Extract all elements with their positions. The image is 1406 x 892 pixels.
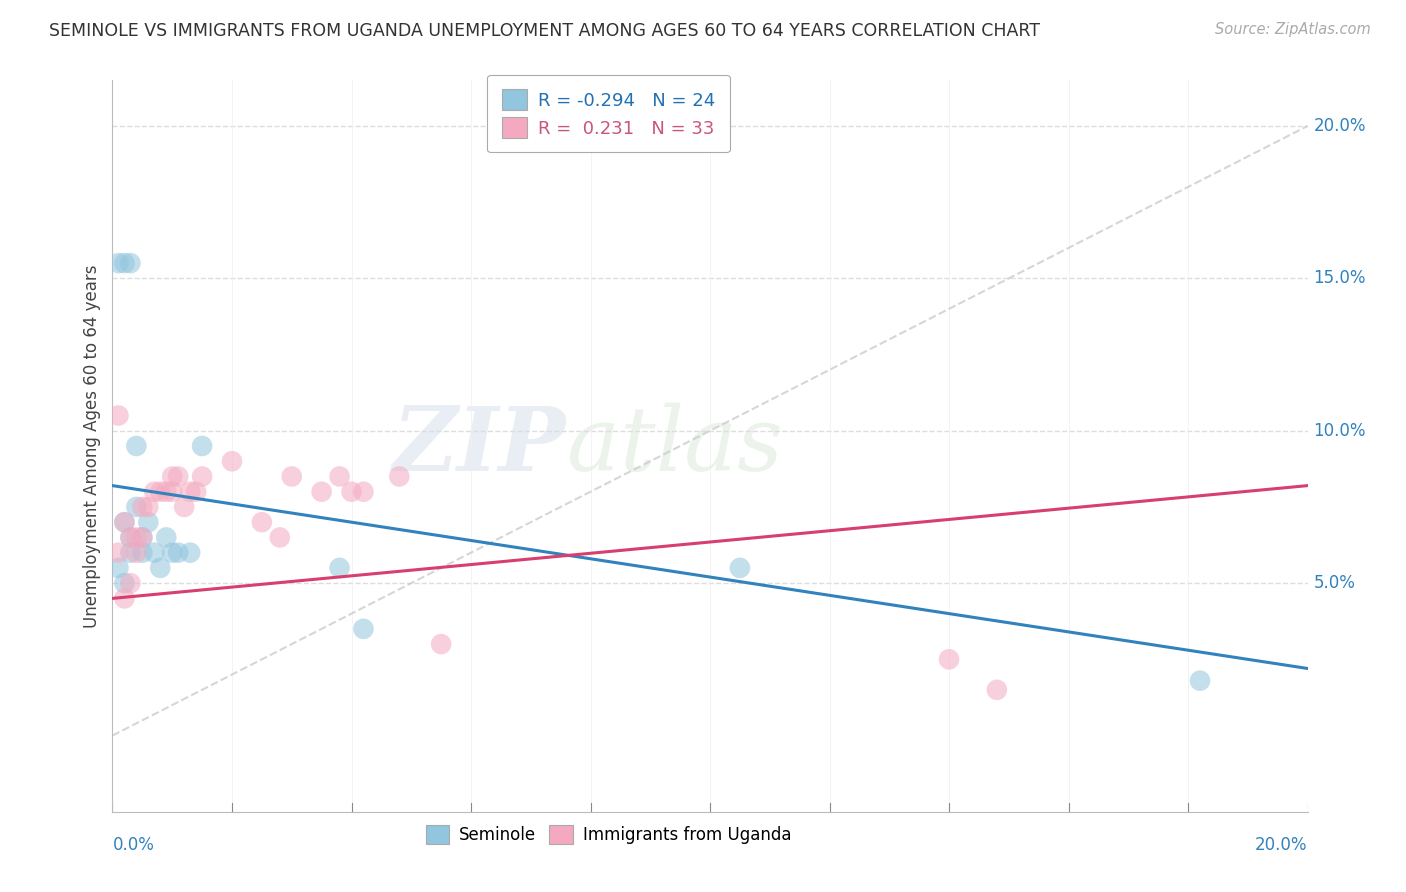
Point — [167, 546, 190, 560]
Point — [107, 409, 129, 423]
Point — [353, 622, 375, 636]
Point — [162, 484, 183, 499]
Point — [1189, 673, 1212, 688]
Point — [191, 469, 214, 483]
Point — [430, 637, 453, 651]
Point — [186, 484, 208, 499]
Point — [120, 256, 142, 270]
Point — [155, 530, 177, 544]
Text: SEMINOLE VS IMMIGRANTS FROM UGANDA UNEMPLOYMENT AMONG AGES 60 TO 64 YEARS CORREL: SEMINOLE VS IMMIGRANTS FROM UGANDA UNEMP… — [49, 22, 1040, 40]
Point — [131, 500, 153, 514]
Point — [120, 576, 142, 591]
Text: Source: ZipAtlas.com: Source: ZipAtlas.com — [1215, 22, 1371, 37]
Point — [167, 469, 190, 483]
Point — [114, 591, 135, 606]
Point — [728, 561, 751, 575]
Point — [120, 530, 142, 544]
Point — [329, 469, 352, 483]
Text: ZIP: ZIP — [394, 403, 567, 489]
Point — [340, 484, 363, 499]
Text: atlas: atlas — [567, 402, 782, 490]
Point — [986, 682, 1008, 697]
Point — [125, 530, 148, 544]
Point — [120, 530, 142, 544]
Point — [938, 652, 960, 666]
Point — [114, 515, 135, 529]
Point — [107, 546, 129, 560]
Point — [114, 576, 135, 591]
Point — [191, 439, 214, 453]
Point — [114, 256, 135, 270]
Point — [149, 484, 172, 499]
Point — [269, 530, 291, 544]
Point — [120, 546, 142, 560]
Point — [353, 484, 375, 499]
Point — [131, 530, 153, 544]
Text: 0.0%: 0.0% — [112, 836, 155, 855]
Point — [107, 561, 129, 575]
Point — [250, 515, 273, 529]
Point — [388, 469, 411, 483]
Point — [125, 546, 148, 560]
Point — [125, 439, 148, 453]
Legend: Seminole, Immigrants from Uganda: Seminole, Immigrants from Uganda — [419, 818, 799, 851]
Point — [329, 561, 352, 575]
Point — [143, 484, 166, 499]
Y-axis label: Unemployment Among Ages 60 to 64 years: Unemployment Among Ages 60 to 64 years — [83, 264, 101, 628]
Point — [155, 484, 177, 499]
Text: 20.0%: 20.0% — [1256, 836, 1308, 855]
Point — [173, 500, 195, 514]
Point — [162, 546, 183, 560]
Point — [179, 484, 201, 499]
Point — [131, 546, 153, 560]
Text: 15.0%: 15.0% — [1313, 269, 1367, 287]
Point — [138, 500, 160, 514]
Point — [107, 256, 129, 270]
Point — [311, 484, 333, 499]
Text: 10.0%: 10.0% — [1313, 422, 1367, 440]
Point — [149, 561, 172, 575]
Point — [221, 454, 243, 468]
Point — [131, 530, 153, 544]
Point — [179, 546, 201, 560]
Point — [143, 546, 166, 560]
Point — [138, 515, 160, 529]
Text: 5.0%: 5.0% — [1313, 574, 1355, 592]
Point — [125, 500, 148, 514]
Point — [281, 469, 304, 483]
Point — [114, 515, 135, 529]
Text: 20.0%: 20.0% — [1313, 117, 1367, 135]
Point — [162, 469, 183, 483]
